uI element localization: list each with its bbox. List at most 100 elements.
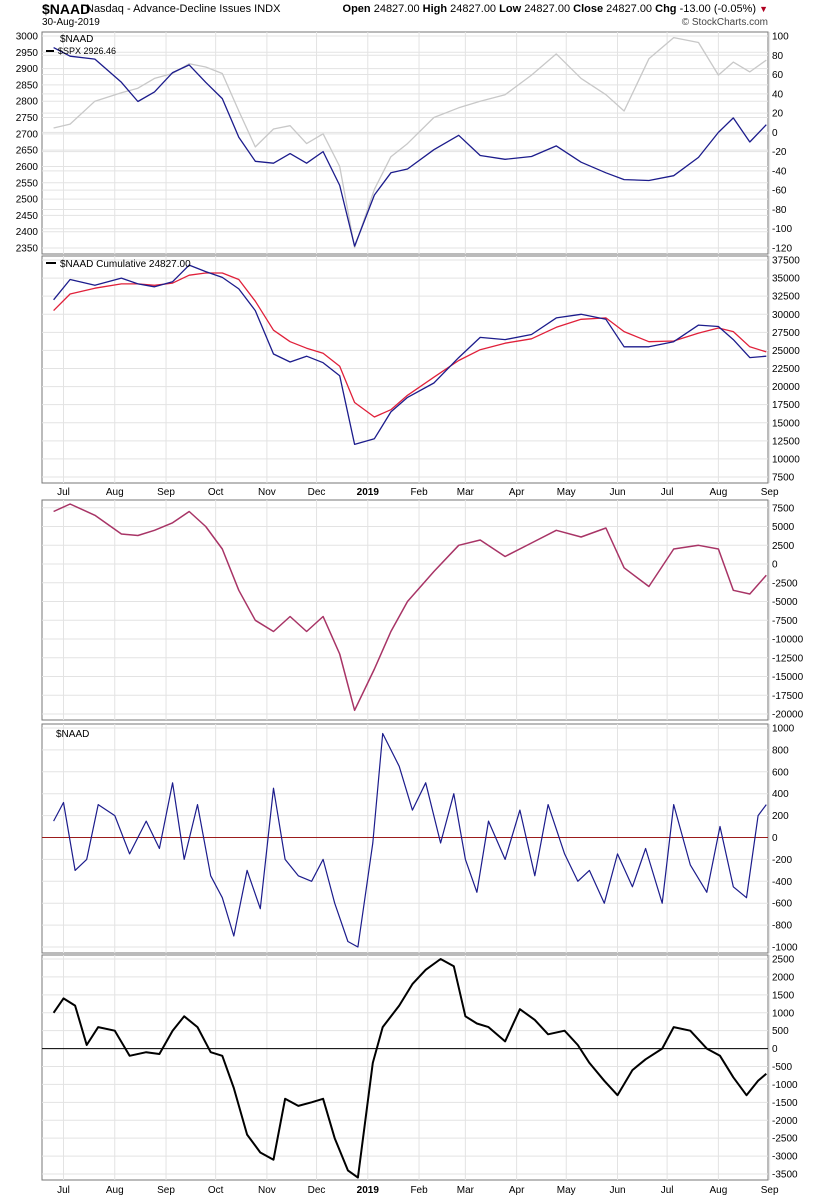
naad-axis-tick-label: 80: [772, 51, 784, 62]
smoothed-axis-tick-label: -500: [772, 1062, 792, 1073]
daily-naad-line: [53, 732, 767, 948]
chg-value: -13.00 (-0.05%): [679, 3, 757, 15]
naad-legend-label: $NAAD: [60, 34, 93, 45]
naad-axis-tick-label: -20: [772, 147, 787, 158]
x-axis-month-label: Sep: [157, 487, 175, 498]
naad-axis-tick-label: 40: [772, 89, 784, 100]
stockcharts-credit: © StockCharts.com: [681, 17, 768, 28]
daily-naad-axis-tick-label: 0: [772, 833, 778, 844]
naad-axis-tick-label: -120: [772, 244, 792, 255]
x-axis-month-label: Apr: [509, 1185, 525, 1196]
smoothed-axis-tick-label: -2500: [772, 1134, 798, 1145]
x-axis-month-label: Sep: [761, 1185, 779, 1196]
open-label: Open: [342, 3, 371, 15]
daily-naad-axis-tick-label: 600: [772, 767, 789, 778]
naad-axis-tick-label: -60: [772, 186, 787, 197]
x-axis-month-label: May: [557, 1185, 576, 1196]
spx-axis-tick-label: 3000: [16, 32, 39, 43]
close-value: 24827.00: [606, 3, 653, 15]
down-arrow-icon: ▼: [759, 4, 768, 14]
oscillator-axis-tick-label: -15000: [772, 672, 804, 683]
open-value: 24827.00: [373, 3, 420, 15]
x-axis-month-label: Oct: [208, 487, 224, 498]
smoothed-axis-tick-label: 2500: [772, 955, 795, 966]
daily-naad-axis-tick-label: -600: [772, 899, 792, 910]
spx-axis-tick-label: 2650: [16, 146, 39, 157]
naad-axis-tick-label: -40: [772, 166, 787, 177]
cumulative-axis-tick-label: 15000: [772, 418, 800, 429]
oscillator-axis-tick-label: 5000: [772, 522, 795, 533]
x-axis-month-label: 2019: [357, 1185, 380, 1196]
x-axis-month-label: Jun: [609, 487, 625, 498]
x-axis-month-label: Aug: [709, 1185, 727, 1196]
cumulative-axis-tick-label: 10000: [772, 454, 800, 465]
daily-naad-legend-label: $NAAD: [56, 729, 89, 740]
naad-series-line: [53, 47, 767, 247]
panel-1-frame: [41, 31, 769, 255]
daily-naad-axis-tick-label: -800: [772, 921, 792, 932]
cumulative-axis-tick-label: 25000: [772, 346, 800, 357]
exchange-text: INDX: [254, 3, 281, 15]
x-axis-month-label: Jul: [661, 487, 674, 498]
smoothed-axis-tick-label: -1500: [772, 1098, 798, 1109]
x-axis-month-label: May: [557, 487, 576, 498]
x-axis-month-label: Aug: [106, 487, 124, 498]
smoothed-axis-tick-label: 1000: [772, 1008, 795, 1019]
oscillator-axis-tick-label: -12500: [772, 653, 804, 664]
x-axis-month-label: Dec: [308, 1185, 326, 1196]
smoothed-axis-tick-label: 0: [772, 1044, 778, 1055]
cumulative-axis-tick-label: 27500: [772, 328, 800, 339]
naad-axis-tick-label: 100: [772, 32, 789, 43]
cumulative-axis-tick-label: 30000: [772, 310, 800, 321]
spx-axis-tick-label: 2750: [16, 113, 39, 124]
oscillator-axis-tick-label: -10000: [772, 635, 804, 646]
cumulative-axis-tick-label: 20000: [772, 382, 800, 393]
x-axis-month-label: 2019: [357, 487, 380, 498]
low-value: 24827.00: [524, 3, 571, 15]
moving-average-line: [53, 272, 767, 418]
chart-header: $NAAD Nasdaq - Advance-Decline Issues IN…: [0, 0, 820, 34]
x-axis-month-label: Sep: [157, 1185, 175, 1196]
x-axis-month-label: Jul: [57, 1185, 70, 1196]
smoothed-axis-tick-label: -3000: [772, 1152, 798, 1163]
cumulative-axis-tick-label: 35000: [772, 274, 800, 285]
daily-naad-axis-tick-label: -200: [772, 855, 792, 866]
oscillator-axis-tick-label: -17500: [772, 691, 804, 702]
daily-naad-axis-tick-label: 400: [772, 789, 789, 800]
low-label: Low: [499, 3, 522, 15]
oscillator-axis-tick-label: -20000: [772, 710, 804, 721]
chart-date: 30-Aug-2019: [42, 17, 100, 28]
panel-5-frame: [41, 954, 769, 1181]
oscillator-axis-tick-label: 7500: [772, 503, 795, 514]
naad-axis-tick-label: 60: [772, 70, 784, 81]
x-axis-month-label: Feb: [410, 1185, 428, 1196]
oscillator-axis-tick-label: 2500: [772, 541, 795, 552]
smoothed-oscillator-line: [52, 958, 767, 1179]
naad-axis-tick-label: -100: [772, 224, 792, 235]
panel-4-frame: [41, 723, 769, 954]
x-axis-month-label: Jun: [609, 1185, 625, 1196]
naad-axis-tick-label: -80: [772, 205, 787, 216]
chg-label: Chg: [655, 3, 677, 15]
symbol-title: $NAAD: [42, 1, 91, 17]
x-axis-month-label: Mar: [457, 1185, 475, 1196]
chart-title: Nasdaq - Advance-Decline Issues INDX: [86, 3, 280, 15]
spx-axis-tick-label: 2900: [16, 64, 39, 75]
daily-naad-axis-tick-label: -400: [772, 877, 792, 888]
x-axis-month-label: Mar: [457, 487, 475, 498]
maroon-series-line: [53, 503, 767, 712]
cumulative-axis-tick-label: 12500: [772, 436, 800, 447]
daily-naad-axis-tick-label: 200: [772, 811, 789, 822]
smoothed-axis-tick-label: 500: [772, 1026, 789, 1037]
smoothed-axis-tick-label: 2000: [772, 972, 795, 983]
cumulative-axis-tick-label: 22500: [772, 364, 800, 375]
x-axis-month-label: Nov: [258, 487, 276, 498]
x-axis-month-label: Aug: [106, 1185, 124, 1196]
x-axis-month-label: Jul: [661, 1185, 674, 1196]
spx-axis-tick-label: 2450: [16, 211, 39, 222]
smoothed-axis-tick-label: -2000: [772, 1116, 798, 1127]
oscillator-axis-tick-label: -2500: [772, 578, 798, 589]
oscillator-axis-tick-label: -5000: [772, 597, 798, 608]
